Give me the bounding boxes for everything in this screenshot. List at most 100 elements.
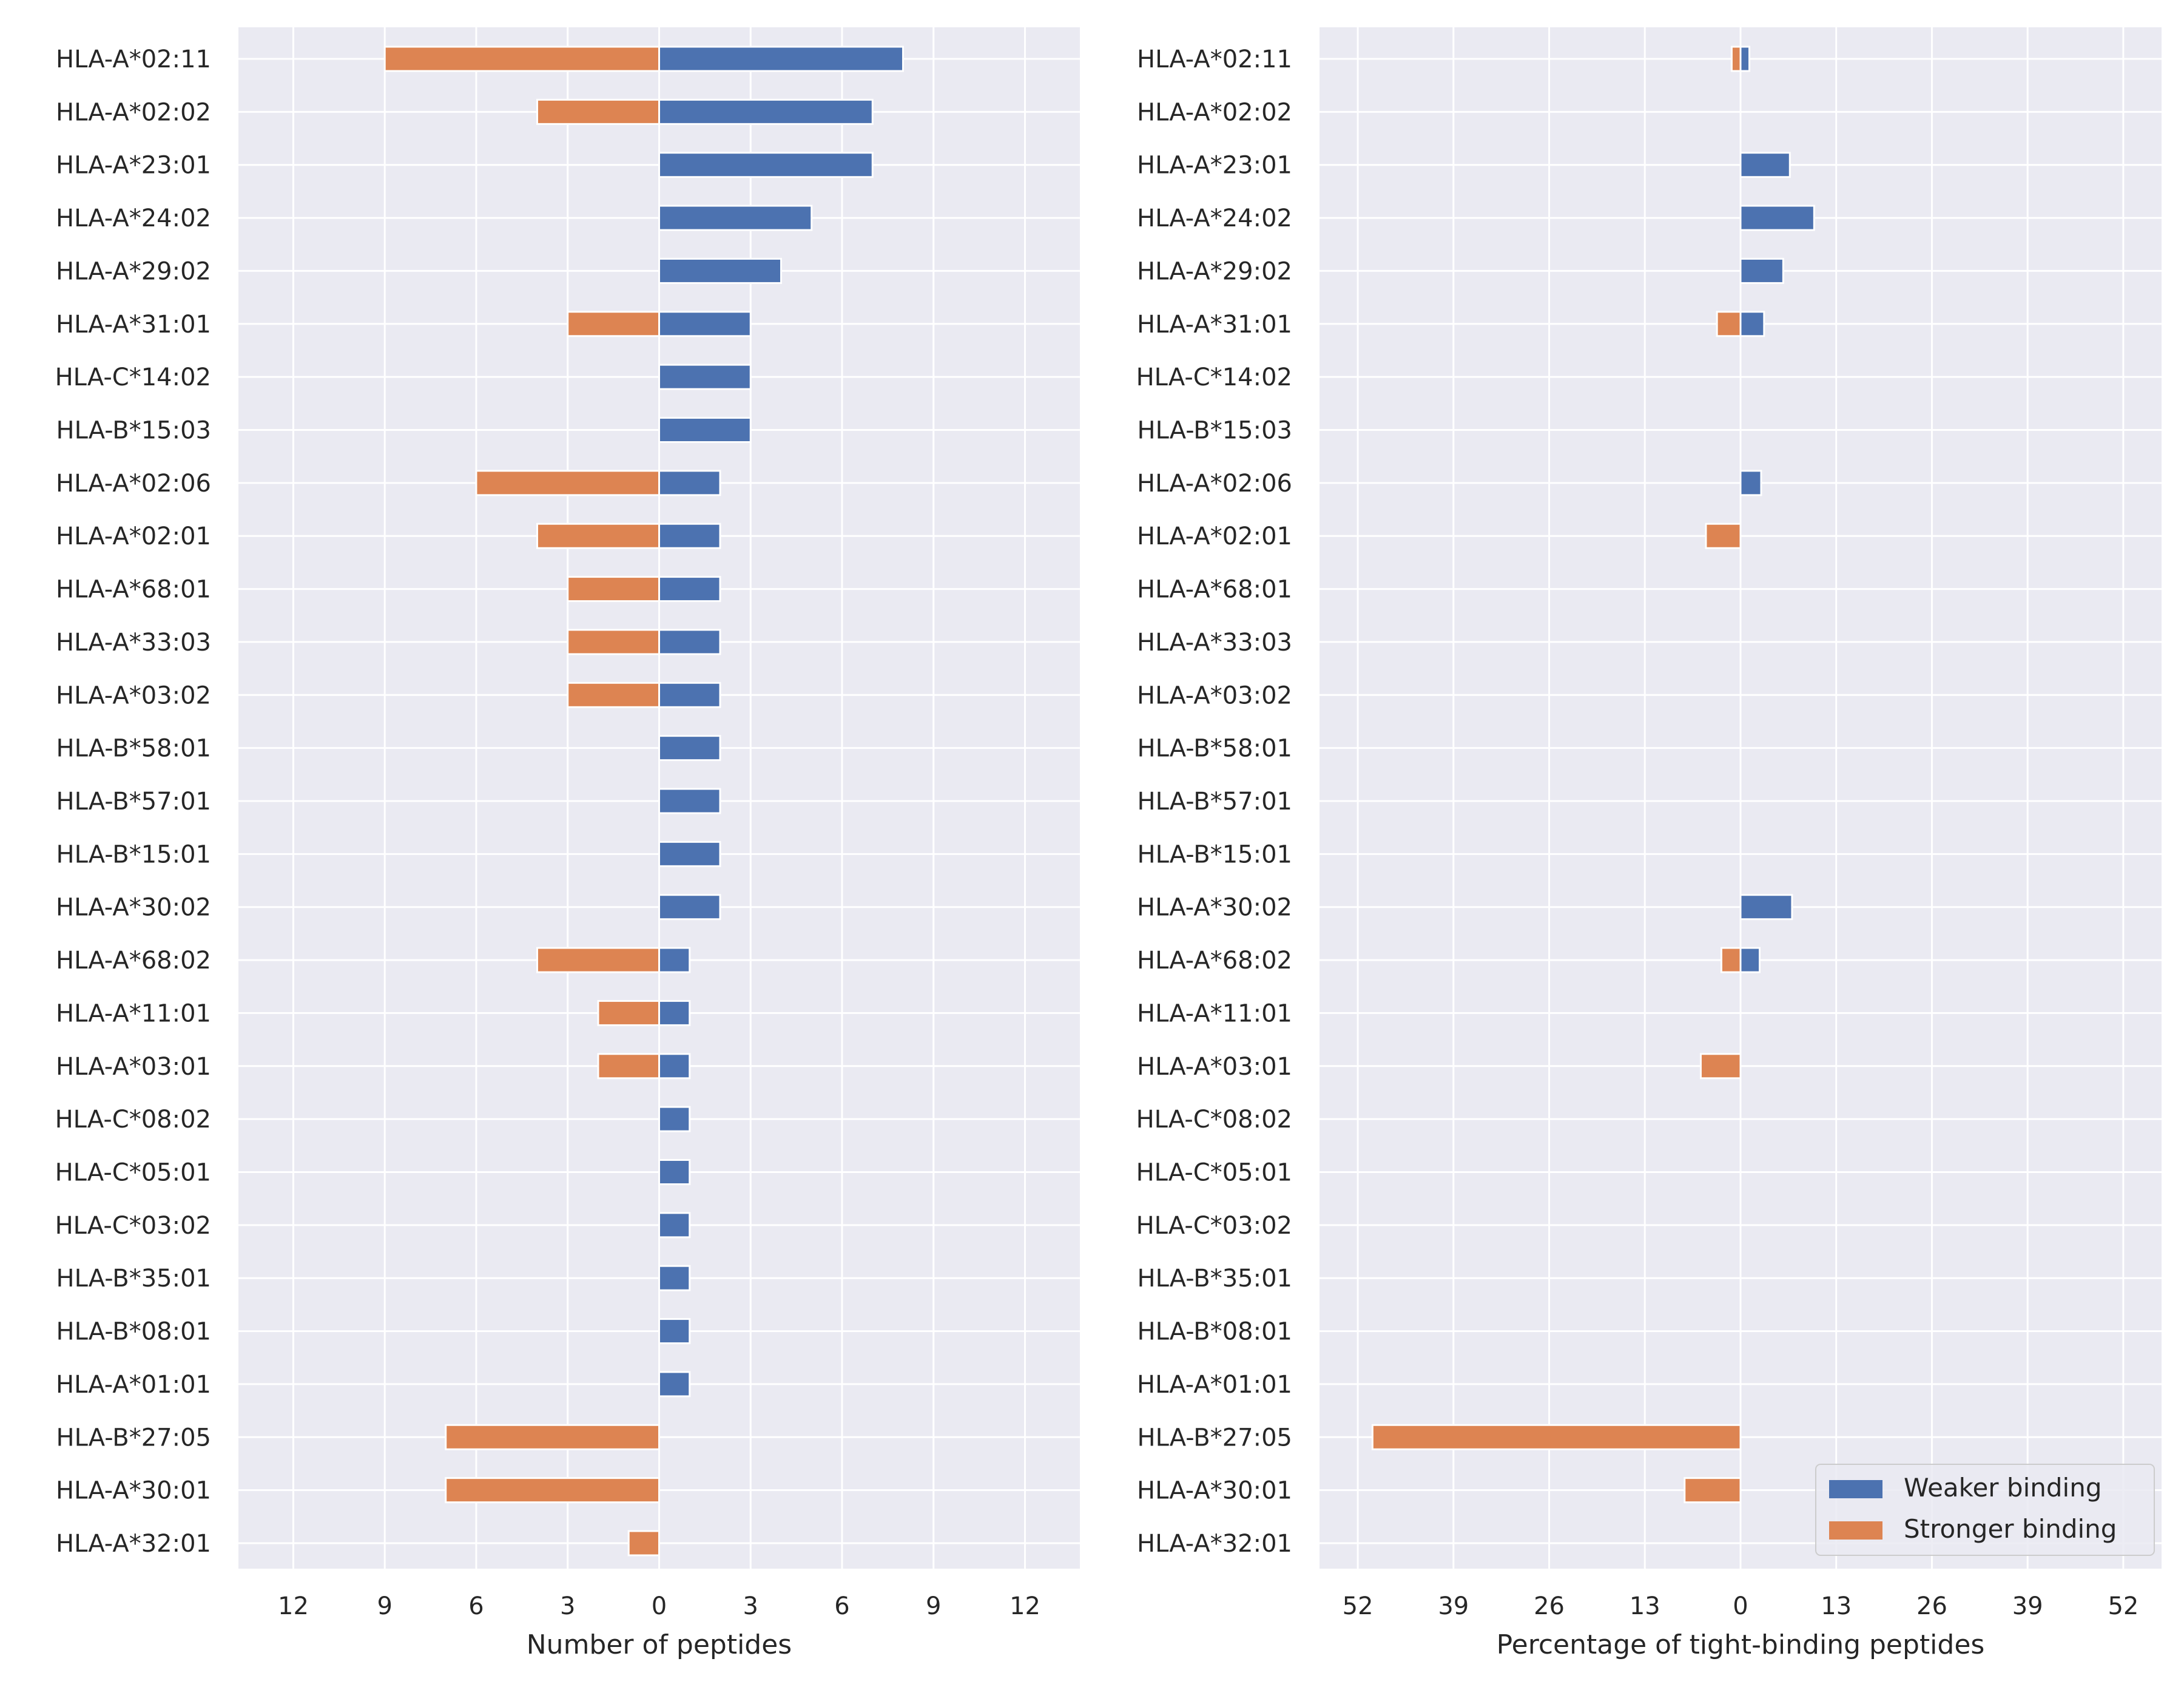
x-tick-label: 52 bbox=[1343, 1592, 1373, 1620]
y-tick-label: HLA-A*33:03 bbox=[1137, 629, 1292, 657]
bar-stronger-binding bbox=[536, 98, 661, 125]
bar-weaker-binding bbox=[1739, 257, 1784, 284]
x-tick-label: 3 bbox=[560, 1592, 575, 1620]
y-tick-label: HLA-B*27:05 bbox=[56, 1424, 212, 1452]
y-tick-label: HLA-A*23:01 bbox=[56, 152, 211, 180]
y-tick-label: HLA-A*68:01 bbox=[1137, 576, 1292, 604]
bar-weaker-binding bbox=[658, 363, 752, 390]
bar-stronger-binding bbox=[1684, 1477, 1742, 1504]
x-tick-label: 12 bbox=[1009, 1592, 1040, 1620]
y-tick-label: HLA-B*08:01 bbox=[56, 1318, 212, 1346]
y-tick-label: HLA-A*02:11 bbox=[56, 46, 211, 73]
bar-stronger-binding bbox=[1730, 46, 1742, 72]
y-tick-label: HLA-A*24:02 bbox=[56, 205, 211, 232]
legend-label: Weaker binding bbox=[1904, 1473, 2101, 1503]
legend-label: Stronger binding bbox=[1904, 1514, 2117, 1544]
y-tick-label: HLA-A*03:02 bbox=[1137, 681, 1292, 709]
legend-swatch bbox=[1829, 1480, 1882, 1498]
y-tick-label: HLA-A*68:02 bbox=[1137, 947, 1292, 975]
y-tick-label: HLA-A*30:01 bbox=[1137, 1477, 1292, 1505]
bar-stronger-binding bbox=[1371, 1424, 1742, 1450]
bar-stronger-binding bbox=[567, 629, 660, 655]
x-axis-label: Percentage of tight-binding peptides bbox=[1497, 1629, 1985, 1660]
legend-box bbox=[1815, 1464, 2155, 1556]
bar-weaker-binding bbox=[1739, 205, 1815, 231]
y-tick-label: HLA-A*31:01 bbox=[1137, 311, 1292, 339]
legend: Weaker binding Stronger binding bbox=[1815, 1464, 2155, 1556]
y-tick-label: HLA-A*30:01 bbox=[56, 1477, 211, 1505]
x-tick-label: 6 bbox=[468, 1592, 484, 1620]
x-tick-label: 52 bbox=[2108, 1592, 2138, 1620]
y-tick-label: HLA-B*27:05 bbox=[1138, 1424, 1293, 1452]
y-tick-label: HLA-A*02:01 bbox=[56, 522, 211, 550]
y-tick-label: HLA-A*32:01 bbox=[1137, 1530, 1292, 1558]
bar-weaker-binding bbox=[1739, 894, 1793, 921]
y-tick-label: HLA-A*23:01 bbox=[1137, 152, 1292, 180]
x-tick-label: 26 bbox=[1534, 1592, 1565, 1620]
x-tick-label: 6 bbox=[834, 1592, 849, 1620]
bar-weaker-binding bbox=[658, 840, 721, 867]
x-tick-label: 39 bbox=[2012, 1592, 2043, 1620]
x-tick-label: 0 bbox=[1733, 1592, 1748, 1620]
y-tick-label: HLA-A*03:02 bbox=[56, 681, 211, 709]
y-tick-label: HLA-A*68:01 bbox=[56, 576, 211, 604]
y-tick-label: HLA-A*29:02 bbox=[1137, 257, 1292, 285]
y-tick-label: HLA-B*35:01 bbox=[56, 1265, 212, 1293]
x-tick-label: 13 bbox=[1821, 1592, 1852, 1620]
y-tick-label: HLA-A*33:03 bbox=[56, 629, 211, 657]
bar-weaker-binding bbox=[658, 46, 905, 72]
y-tick-label: HLA-A*68:02 bbox=[56, 947, 211, 975]
y-tick-label: HLA-A*11:01 bbox=[1137, 999, 1292, 1027]
y-tick-label: HLA-C*03:02 bbox=[55, 1212, 211, 1240]
y-tick-label: HLA-A*01:01 bbox=[56, 1371, 211, 1399]
bar-weaker-binding bbox=[658, 1106, 691, 1132]
bar-weaker-binding bbox=[658, 417, 752, 443]
bar-weaker-binding bbox=[658, 152, 874, 178]
bar-stronger-binding bbox=[475, 470, 660, 496]
x-tick-label: 39 bbox=[1438, 1592, 1469, 1620]
bar-weaker-binding bbox=[1739, 152, 1791, 178]
bar-stronger-binding bbox=[536, 522, 661, 549]
x-axis-label: Number of peptides bbox=[527, 1629, 792, 1660]
bar-weaker-binding bbox=[658, 735, 721, 762]
bar-weaker-binding bbox=[658, 894, 721, 921]
y-tick-label: HLA-A*01:01 bbox=[1137, 1371, 1292, 1399]
y-tick-label: HLA-A*11:01 bbox=[56, 999, 211, 1027]
y-tick-label: HLA-A*32:01 bbox=[56, 1530, 211, 1558]
legend-swatch bbox=[1829, 1521, 1882, 1540]
bar-weaker-binding bbox=[658, 999, 691, 1026]
y-tick-label: HLA-B*15:01 bbox=[1138, 840, 1293, 868]
bar-weaker-binding bbox=[658, 311, 752, 337]
y-tick-label: HLA-B*15:03 bbox=[56, 417, 212, 445]
y-tick-label: HLA-A*03:01 bbox=[56, 1053, 211, 1081]
bar-weaker-binding bbox=[658, 205, 813, 231]
x-tick-label: 13 bbox=[1630, 1592, 1660, 1620]
bar-stronger-binding bbox=[597, 1053, 660, 1080]
bar-weaker-binding bbox=[658, 257, 783, 284]
y-tick-label: HLA-A*03:01 bbox=[1137, 1053, 1292, 1081]
bar-stronger-binding bbox=[1699, 1053, 1742, 1080]
y-tick-label: HLA-B*08:01 bbox=[1138, 1318, 1293, 1346]
bar-stronger-binding bbox=[627, 1530, 660, 1557]
y-tick-label: HLA-A*24:02 bbox=[1137, 205, 1292, 232]
bar-weaker-binding bbox=[658, 470, 721, 496]
bar-weaker-binding bbox=[658, 1159, 691, 1185]
y-tick-label: HLA-C*08:02 bbox=[1136, 1106, 1292, 1134]
bar-stronger-binding bbox=[1720, 947, 1742, 973]
bar-weaker-binding bbox=[658, 1265, 691, 1291]
bar-stronger-binding bbox=[445, 1424, 660, 1450]
bar-stronger-binding bbox=[567, 576, 660, 603]
bar-stronger-binding bbox=[383, 46, 661, 72]
x-tick-label: 26 bbox=[1916, 1592, 1947, 1620]
y-tick-label: HLA-B*58:01 bbox=[56, 735, 212, 763]
bar-weaker-binding bbox=[658, 576, 721, 603]
bar-stronger-binding bbox=[1705, 522, 1742, 549]
bar-stronger-binding bbox=[567, 681, 660, 708]
bar-weaker-binding bbox=[658, 788, 721, 814]
bar-weaker-binding bbox=[658, 629, 721, 655]
x-tick-label: 0 bbox=[652, 1592, 667, 1620]
bar-weaker-binding bbox=[658, 1212, 691, 1239]
bar-stronger-binding bbox=[1716, 311, 1742, 337]
y-tick-label: HLA-A*02:02 bbox=[56, 98, 211, 126]
